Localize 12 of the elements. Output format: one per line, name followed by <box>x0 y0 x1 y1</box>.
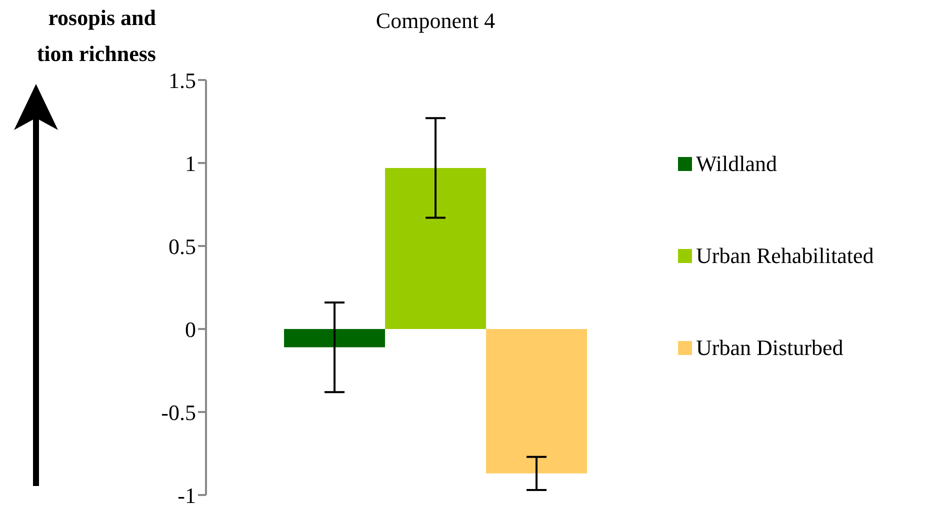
y-tick-label: 1.5 <box>168 68 196 93</box>
legend-label: Urban Disturbed <box>696 335 844 361</box>
text: rosopis and <box>47 4 156 32</box>
y-tick-label: 1 <box>185 150 196 176</box>
y-tick-label: -0.5 <box>161 400 196 425</box>
legend-label: Wildland <box>696 151 777 177</box>
chart-title: Component 4 <box>374 8 496 34</box>
legend-label: Urban Rehabilitated <box>696 243 874 269</box>
y-tick-label: 0.5 <box>168 234 196 259</box>
text: tion richness <box>36 40 156 68</box>
y-tick-label: 0 <box>185 316 196 342</box>
y-tick-label: -1 <box>178 482 196 508</box>
